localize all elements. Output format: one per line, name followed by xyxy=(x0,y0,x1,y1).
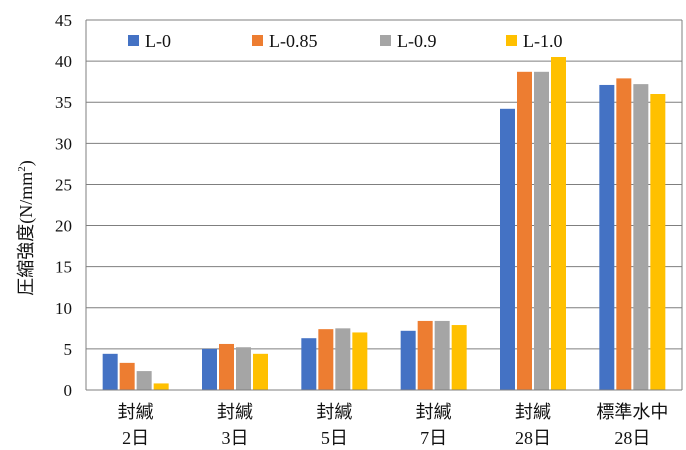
y-tick-label: 5 xyxy=(64,340,73,359)
bar-L-0.85-cat4 xyxy=(517,71,532,391)
bar-L-1.0-cat2 xyxy=(352,332,368,390)
x-category-label-line2: 28日 xyxy=(515,428,551,448)
bar-L-0.85-cat1 xyxy=(219,343,234,390)
bar-L-1.0-cat4 xyxy=(551,57,566,390)
bar-L-0-cat1 xyxy=(202,348,217,390)
x-category-label-line2: 3日 xyxy=(222,428,249,448)
bar-L-0.9-cat0 xyxy=(136,371,152,390)
bar-L-1.0-cat1 xyxy=(253,353,268,390)
y-tick-label: 35 xyxy=(55,93,72,112)
x-category-label-line2: 2日 xyxy=(122,428,149,448)
x-category-label-line1: 標準水中 xyxy=(596,402,668,422)
bar-L-0.85-cat5 xyxy=(616,78,632,390)
y-tick-label: 40 xyxy=(55,52,72,71)
legend-label-L-0: L-0 xyxy=(145,31,171,51)
y-tick-label: 30 xyxy=(55,134,72,153)
legend-swatch-L-0 xyxy=(128,35,139,46)
x-category-label-line1: 封緘 xyxy=(118,402,154,422)
legend-swatch-L-0.85 xyxy=(252,35,263,46)
x-category-label-line1: 封緘 xyxy=(217,402,253,422)
legend-label-L-0.9: L-0.9 xyxy=(397,31,437,51)
bars xyxy=(102,57,666,391)
bar-L-0.9-cat3 xyxy=(434,320,450,390)
legend-label-L-1.0: L-1.0 xyxy=(523,31,563,51)
bar-L-0.9-cat5 xyxy=(633,84,649,390)
bar-L-0-cat3 xyxy=(400,330,416,390)
bar-L-0-cat2 xyxy=(301,338,317,390)
bar-L-0.85-cat3 xyxy=(417,320,433,390)
bar-L-1.0-cat0 xyxy=(153,383,169,390)
legend-label-L-0.85: L-0.85 xyxy=(269,31,318,51)
x-category-label-line1: 封緘 xyxy=(316,402,352,422)
x-category-label-line2: 7日 xyxy=(420,428,447,448)
x-category-label-line1: 封緘 xyxy=(416,402,452,422)
y-tick-label: 15 xyxy=(55,258,72,277)
bar-L-1.0-cat5 xyxy=(650,94,666,390)
bar-L-0.9-cat4 xyxy=(534,71,549,391)
y-tick-label: 45 xyxy=(55,11,72,30)
bar-L-0-cat4 xyxy=(500,108,515,391)
y-tick-label: 10 xyxy=(55,299,72,318)
bar-L-0.9-cat1 xyxy=(236,347,251,390)
y-axis-label-main: 圧縮強度(N/mm xyxy=(16,172,37,296)
legend-swatch-L-0.9 xyxy=(380,35,391,46)
y-tick-labels: 0 5 10 15 20 25 30 35 40 45 xyxy=(55,11,72,400)
bar-L-0.85-cat0 xyxy=(119,362,135,390)
y-tick-label: 20 xyxy=(55,217,72,236)
gridlines xyxy=(86,19,682,391)
legend-swatch-L-1.0 xyxy=(506,35,517,46)
axes xyxy=(85,20,683,391)
y-axis-label-close: ) xyxy=(16,160,37,166)
y-tick-label: 25 xyxy=(55,175,72,194)
x-category-labels: 封緘 2日 封緘 3日 封緘 5日 封緘 7日 封緘 28日 標準水中 28日 xyxy=(118,402,669,448)
bar-L-0-cat0 xyxy=(102,353,118,390)
bar-L-1.0-cat3 xyxy=(451,325,467,390)
x-category-label-line1: 封緘 xyxy=(515,402,551,422)
legend: L-0 L-0.85 L-0.9 L-1.0 xyxy=(128,31,563,51)
y-tick-label: 0 xyxy=(64,381,73,400)
bar-L-0-cat5 xyxy=(599,84,615,390)
x-category-label-line2: 5日 xyxy=(321,428,348,448)
y-axis-label-superscript: 2 xyxy=(16,166,28,172)
bar-L-0.9-cat2 xyxy=(335,328,351,390)
y-axis-label: 圧縮強度(N/mm2) xyxy=(16,160,37,296)
bar-L-0.85-cat2 xyxy=(318,329,334,390)
x-category-label-line2: 28日 xyxy=(614,428,650,448)
